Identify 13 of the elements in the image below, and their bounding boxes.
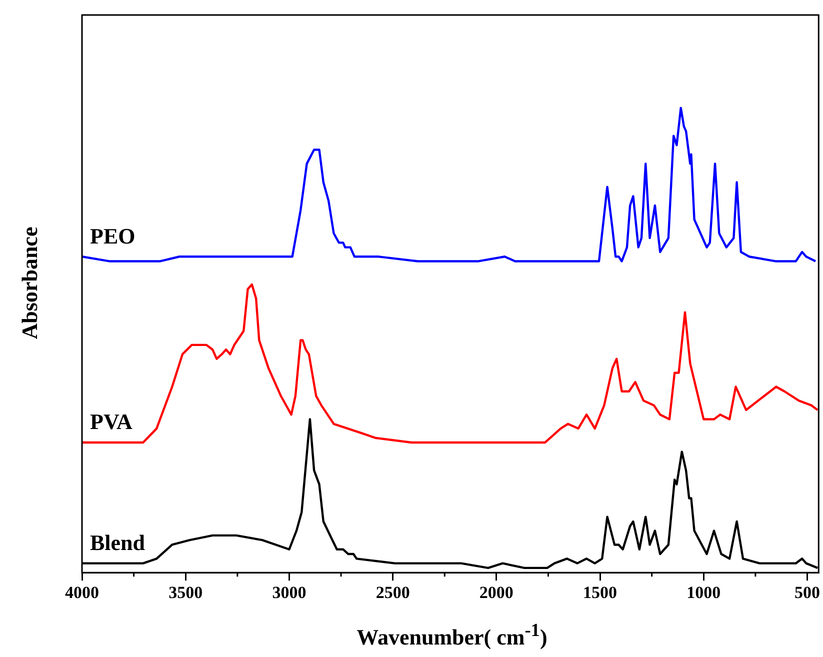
x-tick-label: 1500 (583, 583, 618, 602)
x-tick-label: 2500 (376, 583, 410, 602)
x-tick-label: 4000 (65, 583, 99, 602)
x-tick-label: 3500 (168, 583, 203, 602)
x-tick-label: 2000 (479, 583, 514, 602)
y-axis-title: Absorbance (17, 226, 43, 342)
series-label: PEO (90, 223, 136, 248)
series-label: Blend (90, 530, 146, 555)
x-tick-label: 1000 (686, 583, 721, 602)
series-label: PVA (90, 409, 132, 434)
x-tick-label: 3000 (272, 583, 306, 602)
x-axis-title: Wavenumber( cm$^{-1}$) (356, 620, 548, 650)
x-tick-label: 500 (794, 583, 820, 602)
